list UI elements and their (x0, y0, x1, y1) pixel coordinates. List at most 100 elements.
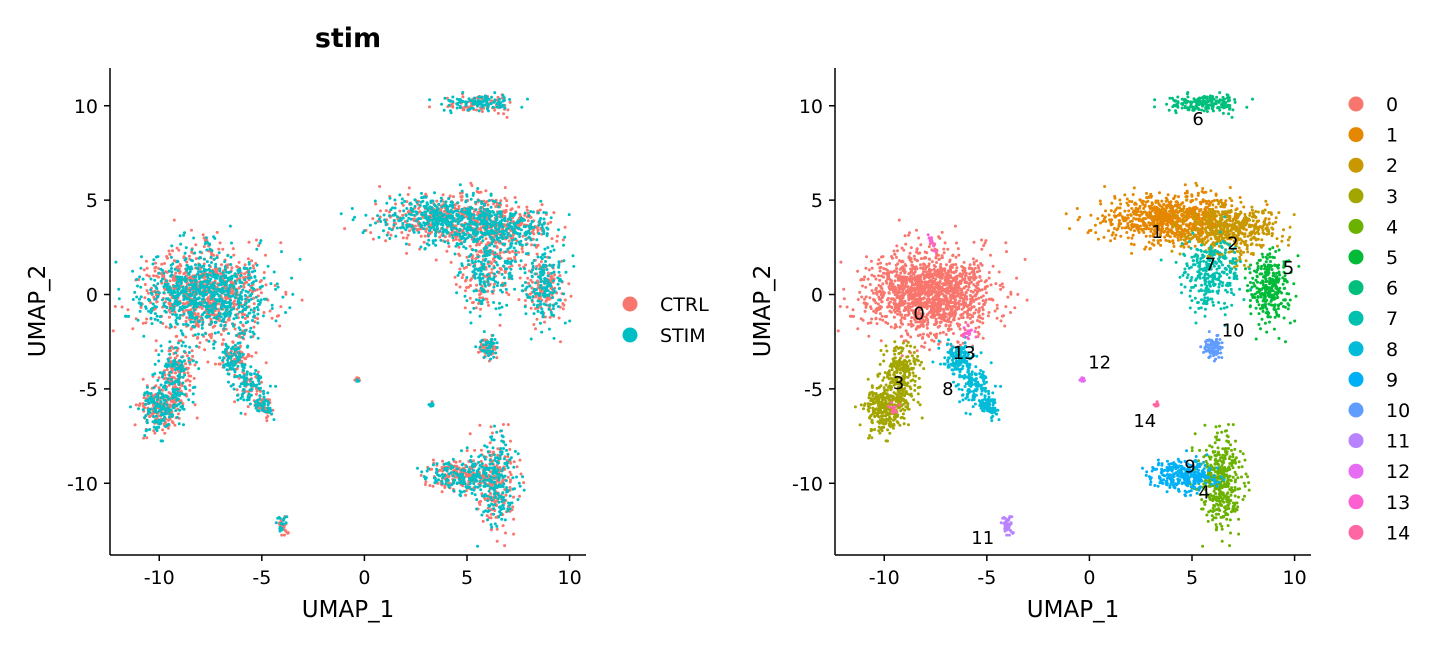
scatter-point (300, 298, 304, 302)
scatter-point (464, 289, 467, 293)
scatter-point (556, 305, 560, 308)
scatter-point (374, 221, 377, 225)
scatter-point (410, 209, 414, 213)
scatter-point (499, 511, 503, 515)
scatter-point (151, 262, 155, 266)
scatter-point (406, 233, 410, 237)
scatter-point (474, 260, 477, 264)
scatter-point (405, 200, 409, 204)
scatter-point (539, 199, 543, 203)
scatter-point (178, 401, 182, 405)
scatter-point (211, 325, 215, 329)
scatter-point (502, 457, 506, 461)
scatter-point (467, 213, 471, 217)
scatter-point (247, 270, 251, 274)
scatter-point (487, 489, 491, 493)
scatter-point (158, 371, 162, 375)
scatter-point (493, 522, 497, 526)
scatter-point (476, 187, 480, 190)
scatter-point (229, 263, 233, 266)
scatter-point (464, 210, 468, 214)
scatter-point (170, 270, 174, 274)
scatter-point (494, 231, 498, 235)
scatter-point (500, 429, 503, 433)
scatter-point (230, 241, 233, 245)
scatter-point (460, 209, 464, 213)
scatter-point (199, 275, 203, 279)
scatter-point (152, 425, 156, 429)
scatter-point (233, 327, 237, 331)
scatter-point (563, 235, 567, 239)
scatter-point (491, 472, 495, 476)
scatter-point (465, 229, 469, 233)
scatter-point (528, 232, 532, 236)
scatter-point (523, 211, 527, 215)
scatter-point (493, 424, 496, 428)
scatter-point (153, 372, 157, 376)
scatter-point (201, 320, 205, 324)
scatter-point (540, 307, 544, 311)
scatter-point (486, 289, 490, 293)
scatter-point (282, 533, 286, 537)
scatter-point (388, 214, 391, 218)
scatter-point (401, 216, 405, 220)
scatter-point (405, 219, 409, 223)
scatter-point (536, 255, 540, 259)
scatter-point (533, 243, 537, 247)
scatter-point (201, 292, 205, 296)
scatter-point (502, 112, 506, 116)
scatter-point (537, 294, 541, 297)
scatter-point (212, 285, 216, 289)
scatter-point (457, 245, 461, 249)
scatter-point (256, 336, 260, 340)
scatter-point (505, 115, 509, 119)
scatter-point (550, 275, 554, 279)
scatter-point (532, 259, 536, 262)
scatter-point (253, 275, 257, 278)
scatter-point (188, 286, 192, 290)
scatter-point (546, 246, 550, 250)
scatter-point (499, 508, 503, 512)
scatter-point (497, 500, 501, 504)
scatter-point (478, 289, 482, 293)
scatter-point (149, 316, 153, 320)
scatter-point (239, 284, 243, 288)
scatter-point (468, 432, 472, 436)
scatter-point (475, 498, 479, 502)
scatter-point (517, 481, 521, 485)
scatter-point (523, 271, 527, 275)
scatter-point (518, 276, 522, 280)
scatter-point (499, 210, 503, 214)
scatter-point (147, 291, 150, 295)
scatter-point (551, 291, 555, 295)
scatter-point (216, 287, 220, 291)
scatter-point (188, 288, 192, 292)
scatter-point (555, 234, 559, 238)
scatter-point (496, 447, 500, 451)
scatter-point (223, 315, 227, 319)
scatter-point (218, 312, 222, 316)
scatter-point (171, 367, 175, 371)
scatter-point (168, 279, 172, 283)
scatter-point (484, 509, 488, 513)
scatter-point (483, 103, 487, 107)
scatter-point (477, 455, 481, 459)
scatter-point (538, 208, 542, 212)
scatter-point (479, 448, 483, 452)
scatter-point (495, 246, 499, 249)
scatter-point (290, 276, 294, 280)
scatter-point (557, 298, 561, 302)
scatter-point (222, 327, 226, 331)
scatter-point (164, 394, 168, 398)
scatter-point (241, 315, 245, 319)
scatter-point (458, 285, 462, 289)
scatter-point (488, 486, 492, 490)
scatter-point (177, 284, 181, 288)
scatter-point (159, 344, 163, 348)
scatter-point (493, 466, 497, 470)
scatter-point (486, 203, 490, 207)
scatter-point (445, 249, 449, 253)
scatter-point (542, 217, 546, 221)
scatter-point (468, 211, 472, 215)
scatter-point (562, 259, 566, 263)
